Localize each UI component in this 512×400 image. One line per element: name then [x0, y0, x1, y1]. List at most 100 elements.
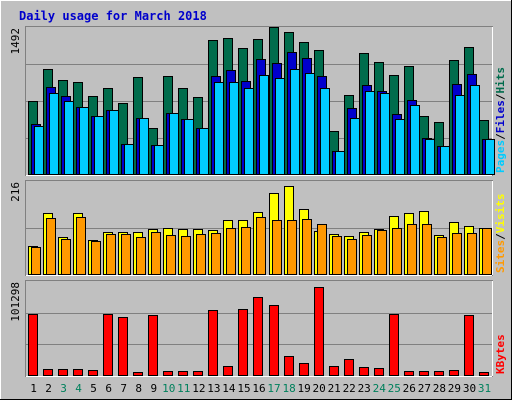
- legend-item: KBytes: [494, 334, 507, 374]
- bar-pages-day-21: [335, 151, 345, 175]
- bar-kbytes-day-6: [103, 314, 113, 376]
- bar-kbytes-day-30: [464, 315, 474, 376]
- bar-sites-day-16: [256, 217, 266, 275]
- bar-sites-day-12: [196, 234, 206, 275]
- bar-pages-day-25: [395, 119, 405, 175]
- bar-pages-day-1: [34, 126, 44, 175]
- bar-sites-day-13: [211, 233, 221, 275]
- bar-sites-day-19: [302, 219, 312, 275]
- bar-sites-day-9: [151, 232, 161, 275]
- x-tick-label-day-4: 4: [75, 382, 82, 395]
- x-tick-label-day-31: 31: [478, 382, 491, 395]
- x-tick-label-day-28: 28: [433, 382, 446, 395]
- bar-sites-day-18: [287, 220, 297, 275]
- bar-pages-day-7: [124, 144, 134, 175]
- x-tick-label-day-7: 7: [120, 382, 127, 395]
- bar-sites-day-1: [31, 247, 41, 275]
- x-tick-label-day-12: 12: [192, 382, 205, 395]
- x-tick-label-day-25: 25: [388, 382, 401, 395]
- x-tick-label-day-6: 6: [105, 382, 112, 395]
- legend-kbytes: KBytes: [494, 334, 507, 374]
- legend-text-hits: Pages/Files/Hits: [494, 67, 507, 173]
- bar-kbytes-day-5: [88, 370, 98, 376]
- legend-text-kbytes: KBytes: [494, 334, 507, 374]
- bar-sites-day-21: [332, 236, 342, 275]
- bar-pages-day-8: [139, 118, 149, 175]
- bar-sites-day-11: [181, 236, 191, 275]
- x-tick-label-day-26: 26: [403, 382, 416, 395]
- bar-kbytes-day-8: [133, 372, 143, 376]
- bar-kbytes-day-14: [223, 366, 233, 376]
- bar-pages-day-29: [455, 95, 465, 175]
- bar-sites-day-31: [482, 228, 492, 275]
- x-tick-label-day-21: 21: [328, 382, 341, 395]
- bar-pages-day-18: [290, 69, 300, 175]
- bar-kbytes-day-3: [58, 369, 68, 376]
- bar-kbytes-day-23: [359, 367, 369, 376]
- x-tick-label-day-17: 17: [267, 382, 280, 395]
- bar-pages-day-4: [79, 107, 89, 175]
- panel-hits: 1492 Pages/Files/Hits: [9, 26, 507, 176]
- bar-kbytes-day-24: [374, 368, 384, 376]
- bar-sites-day-3: [61, 239, 71, 275]
- bar-sites-day-8: [136, 237, 146, 275]
- x-tick-label-day-27: 27: [418, 382, 431, 395]
- x-tick-label-day-2: 2: [45, 382, 52, 395]
- bar-pages-day-13: [214, 82, 224, 175]
- bar-sites-day-25: [392, 228, 402, 275]
- x-tick-label-day-24: 24: [373, 382, 387, 395]
- bar-sites-day-17: [272, 220, 282, 275]
- bar-pages-day-30: [470, 85, 480, 175]
- bar-pages-day-10: [169, 113, 179, 175]
- bar-kbytes-day-27: [419, 371, 429, 376]
- panel-kbytes: 101298 KBytes: [9, 280, 507, 377]
- legend-item: Files: [494, 100, 507, 133]
- x-tick-label-day-1: 1: [30, 382, 37, 395]
- bar-sites-day-5: [91, 241, 101, 275]
- x-tick-label-day-16: 16: [252, 382, 265, 395]
- bar-sites-day-2: [46, 218, 56, 275]
- x-tick-label-day-8: 8: [135, 382, 142, 395]
- bar-sites-day-10: [166, 235, 176, 275]
- x-tick-label-day-29: 29: [448, 382, 461, 395]
- bar-kbytes-day-12: [193, 371, 203, 376]
- bar-kbytes-day-11: [178, 371, 188, 376]
- bar-sites-day-20: [317, 224, 327, 275]
- bar-kbytes-day-25: [389, 314, 399, 376]
- x-tick-label-day-10: 10: [162, 382, 175, 395]
- bar-pages-day-22: [350, 118, 360, 175]
- bar-pages-day-26: [410, 105, 420, 175]
- bar-kbytes-day-22: [344, 359, 354, 376]
- bar-pages-day-11: [184, 119, 194, 175]
- bar-pages-day-9: [154, 145, 164, 175]
- bar-kbytes-day-4: [73, 369, 83, 376]
- x-tick-label-day-18: 18: [282, 382, 295, 395]
- bar-kbytes-day-28: [434, 371, 444, 376]
- bar-sites-day-28: [437, 237, 447, 275]
- panel-visits: 216 Sites/Visits: [9, 180, 507, 276]
- bar-kbytes-day-1: [28, 314, 38, 376]
- x-tick-label-day-9: 9: [150, 382, 157, 395]
- bar-sites-day-26: [407, 224, 417, 275]
- legend-item: Sites: [494, 240, 507, 273]
- bar-pages-day-14: [229, 82, 239, 175]
- bar-kbytes-day-19: [299, 363, 309, 376]
- bar-kbytes-day-16: [253, 297, 263, 376]
- bar-pages-day-20: [320, 88, 330, 175]
- bar-sites-day-24: [377, 230, 387, 275]
- legend-text-visits: Sites/Visits: [494, 194, 507, 274]
- x-tick-label-day-15: 15: [237, 382, 250, 395]
- y-max-label-visits: 216: [9, 182, 22, 202]
- y-max-label-kbytes: 101298: [9, 282, 22, 322]
- y-max-label-hits: 1492: [9, 28, 22, 55]
- bar-pages-day-5: [94, 116, 104, 175]
- bar-pages-day-31: [485, 139, 495, 175]
- bar-pages-day-16: [259, 75, 269, 175]
- bar-sites-day-14: [226, 228, 236, 275]
- bar-pages-day-6: [109, 110, 119, 175]
- bar-kbytes-day-7: [118, 317, 128, 376]
- x-tick-label-day-22: 22: [343, 382, 356, 395]
- bar-kbytes-day-10: [163, 371, 173, 376]
- legend-visits: Sites/Visits: [494, 194, 507, 274]
